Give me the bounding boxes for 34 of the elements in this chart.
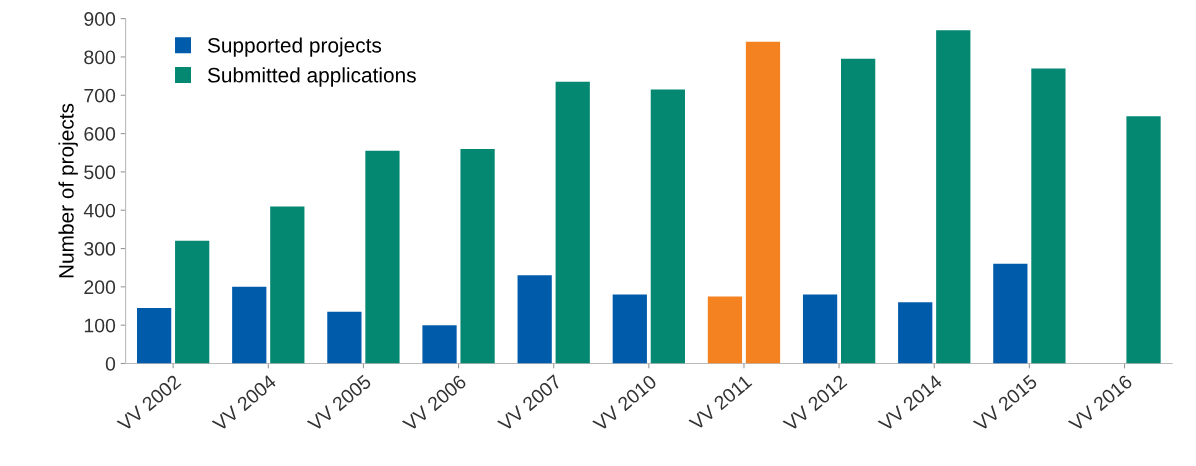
y-tick-label: 200 [84, 280, 116, 295]
y-tick-label: 600 [84, 127, 116, 141]
bar [802, 294, 838, 364]
bar [707, 296, 743, 364]
y-tick-label: 500 [84, 165, 116, 180]
y-tick-label: 900 [84, 12, 116, 26]
bar [327, 311, 362, 364]
bar [993, 263, 1028, 364]
y-tick-label: 300 [84, 242, 116, 256]
bar [270, 206, 305, 364]
bar [365, 150, 400, 364]
bar [612, 294, 647, 364]
y-tick-label: 800 [84, 50, 116, 65]
bar [517, 275, 552, 364]
bar [137, 307, 172, 364]
bar [555, 81, 590, 364]
y-axis-title: Number of projects [58, 103, 78, 278]
y-tick-label: 700 [84, 88, 116, 103]
bar [936, 30, 971, 364]
legend-label: Supported projects [207, 37, 382, 57]
bar [745, 41, 781, 364]
bar [650, 89, 685, 364]
bar [898, 302, 933, 364]
bar [841, 58, 876, 364]
legend-label: Submitted applications [207, 67, 416, 87]
bar [1031, 68, 1066, 364]
bar [175, 240, 210, 364]
bar [460, 148, 495, 364]
y-tick-label: 0 [105, 356, 116, 371]
bar [1126, 116, 1161, 364]
bar [232, 286, 267, 364]
y-tick-label: 100 [84, 318, 116, 333]
bar [422, 325, 457, 364]
y-tick-label: 400 [83, 203, 116, 218]
